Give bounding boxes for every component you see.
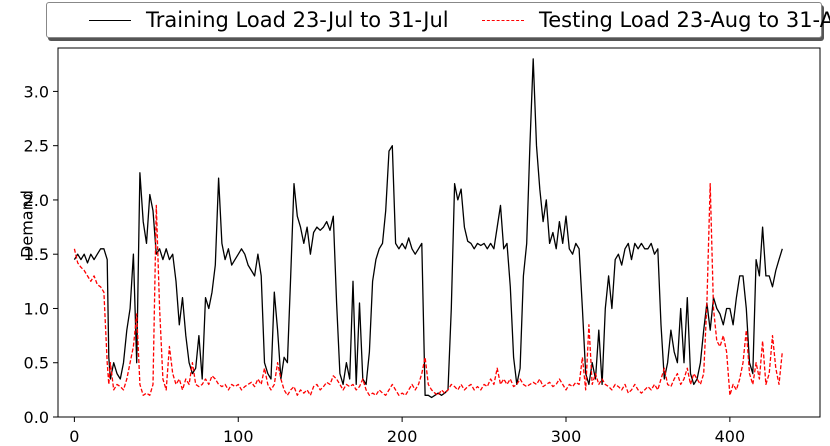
y-tick-label: 1.0 [24,299,49,318]
x-tick-label: 0 [69,427,79,446]
y-tick-label: 0.5 [24,354,49,373]
legend-swatch-testing [482,19,524,21]
y-tick-label: 2.0 [24,191,49,210]
plot-area [57,47,821,418]
x-tick-label: 400 [715,427,746,446]
testing-load-line [73,183,783,396]
x-tick-label: 200 [387,427,418,446]
chart-legend: Training Load 23-Jul to 31-Jul Testing L… [46,2,830,38]
y-tick-label: 3.0 [24,82,49,101]
y-tick-label: 1.5 [24,245,49,264]
legend-label-testing: Testing Load 23-Aug to 31-Aug [539,8,830,32]
legend-label-training: Training Load 23-Jul to 31-Jul [146,8,449,32]
legend-swatch-training [89,19,131,21]
y-tick-label: 2.5 [24,137,49,156]
y-tick-label: 0.0 [24,408,49,427]
y-axis-label: Demand [17,190,37,258]
legend-entry-training: Training Load 23-Jul to 31-Jul [89,3,449,37]
series-layer [73,58,783,399]
x-tick-label: 100 [223,427,254,446]
x-axis: 0 100 200 300 400 [69,417,745,446]
x-tick-label: 300 [551,427,582,446]
legend-entry-testing: Testing Load 23-Aug to 31-Aug [482,3,830,37]
y-axis: 0.0 0.5 1.0 1.5 2.0 2.5 3.0 [24,82,58,427]
